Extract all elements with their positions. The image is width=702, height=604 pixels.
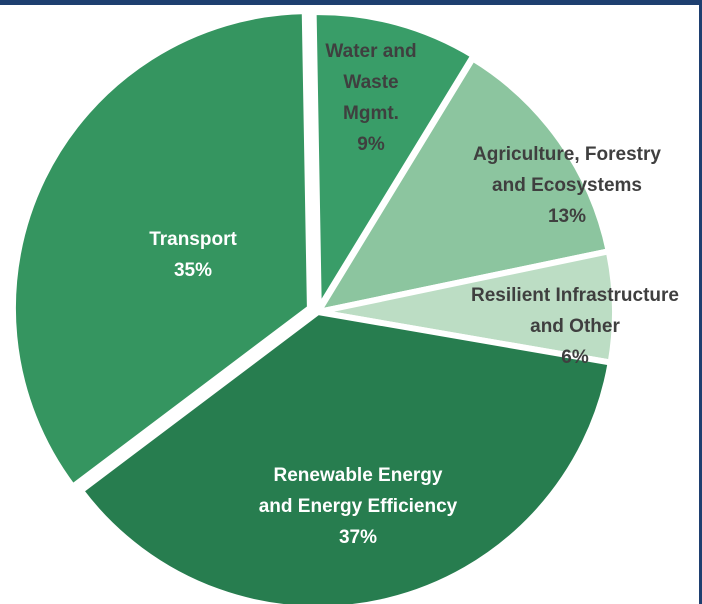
slice-label-resilient-infrastructure-and-other: Resilient Infrastructure and Other 6% — [471, 285, 679, 368]
slice-name-line: Mgmt. — [343, 103, 399, 124]
slice-label-transport: Transport 35% — [149, 229, 237, 281]
slice-percent-label: 6% — [561, 347, 589, 368]
slice-name-line: Transport — [149, 229, 237, 250]
slice-percent-label: 9% — [357, 134, 385, 155]
pie-slice-water-and-waste-mgmt — [310, 9, 478, 320]
pie-slice-renewable-energy-and-energy-efficiency — [76, 308, 615, 604]
slice-name-line: Water and — [325, 41, 416, 62]
slice-label-water-and-waste-mgmt: Water and Waste Mgmt. 9% — [325, 41, 416, 155]
slice-percent-label: 37% — [339, 527, 377, 548]
slice-label-agriculture-forestry-and-ecosystems: Agriculture, Forestry and Ecosystems 13% — [473, 144, 661, 227]
right-frame-bar — [699, 0, 702, 604]
slice-percent-label: 35% — [174, 260, 212, 281]
pie-slice-agriculture-forestry-and-ecosystems — [311, 54, 613, 317]
slice-name-line: Agriculture, Forestry — [473, 144, 661, 165]
slice-name-line: and Other — [530, 316, 620, 337]
slice-name-line: and Ecosystems — [492, 175, 642, 196]
slice-percent-label: 13% — [548, 206, 586, 227]
slice-name-line: Waste — [343, 72, 398, 93]
pie-slices — [9, 8, 618, 604]
pie-labels: Water and Waste Mgmt. 9% Agriculture, Forest… — [149, 41, 679, 548]
slice-name-line: Renewable Energy — [274, 465, 443, 486]
slice-name-line: Resilient Infrastructure — [471, 285, 679, 306]
pie-slice-transport — [9, 8, 313, 491]
top-frame-bar — [0, 0, 702, 5]
slice-label-renewable-energy-and-energy-efficiency: Renewable Energy and Energy Efficiency 37% — [259, 465, 458, 548]
slice-name-line: and Energy Efficiency — [259, 496, 458, 517]
